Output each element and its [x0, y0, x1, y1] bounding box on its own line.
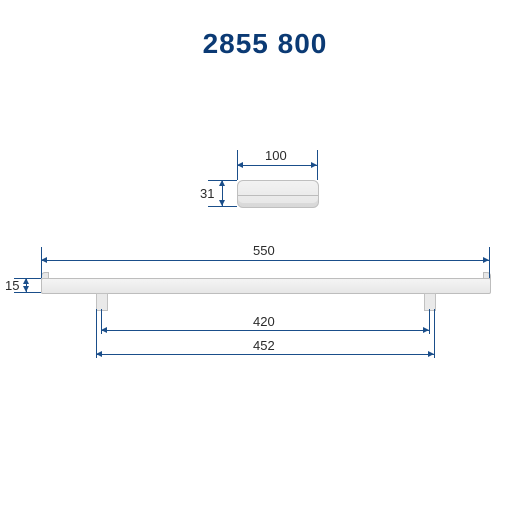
dim-label-452: 452 [253, 338, 275, 353]
dim-label-420: 420 [253, 314, 275, 329]
top-view-block [237, 180, 319, 208]
dim-label-top-width: 100 [265, 148, 287, 163]
drawing-stage: 100 31 550 15 420 [0, 0, 530, 530]
bottom-view-tray [41, 278, 491, 294]
dim-label-550: 550 [253, 243, 275, 258]
tray-peg-left [96, 293, 108, 311]
dim-label-15: 15 [5, 278, 19, 293]
dim-label-top-height: 31 [200, 186, 214, 201]
